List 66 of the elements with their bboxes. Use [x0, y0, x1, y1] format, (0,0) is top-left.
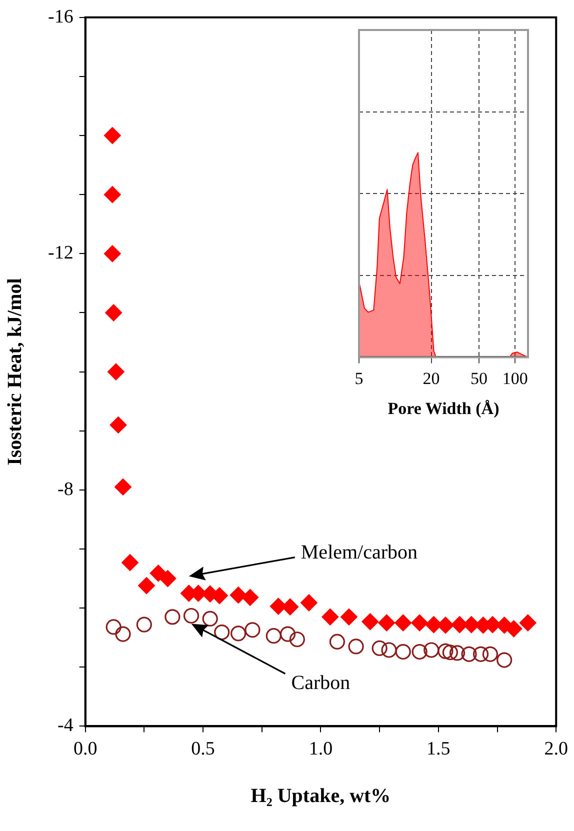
point: [115, 626, 131, 642]
point: [230, 626, 246, 642]
point: [300, 594, 318, 612]
point: [136, 616, 152, 632]
x-tick-label: 50: [470, 368, 488, 388]
point: [473, 646, 489, 662]
point: [395, 644, 411, 660]
point: [496, 652, 512, 668]
point: [482, 646, 498, 662]
point: [110, 416, 127, 434]
point: [372, 640, 388, 656]
point: [107, 363, 124, 380]
point: [394, 614, 412, 632]
x-tick-label: 1.0: [308, 738, 333, 760]
y-tick-label: -16: [48, 6, 74, 28]
x-tick-label: 100: [502, 368, 528, 388]
point: [438, 643, 454, 659]
point: [329, 634, 346, 650]
x-axis-title: H₂ Uptake, wt%: [250, 785, 391, 808]
point: [159, 570, 176, 588]
y-tick-label: -12: [48, 242, 74, 264]
series-label: Melem/carbon: [300, 542, 418, 564]
point: [202, 610, 218, 626]
x-axis-title: Pore Width (Å): [388, 399, 500, 418]
point: [104, 127, 121, 144]
point: [442, 644, 458, 660]
point: [282, 598, 299, 616]
point: [362, 613, 379, 630]
point: [378, 614, 396, 632]
point: [104, 245, 121, 262]
x-tick-label: 5: [354, 368, 364, 388]
point: [150, 564, 167, 582]
point: [461, 646, 477, 662]
x-tick-label: 0.0: [73, 738, 98, 760]
x-tick-label: 20: [422, 368, 440, 388]
point: [105, 304, 122, 322]
point: [340, 608, 358, 626]
point: [424, 642, 440, 658]
point: [381, 642, 397, 658]
y-tick-label: -4: [58, 715, 74, 736]
point: [266, 628, 282, 644]
point: [348, 638, 364, 654]
point: [412, 644, 428, 660]
point: [138, 577, 156, 594]
point: [106, 619, 122, 635]
point: [104, 186, 121, 204]
y-tick-label: -8: [58, 478, 74, 500]
point: [242, 588, 259, 606]
point: [122, 554, 139, 572]
point: [280, 626, 296, 642]
point: [164, 609, 180, 625]
point: [519, 614, 536, 632]
point: [214, 624, 230, 640]
point: [411, 614, 428, 632]
x-tick-label: 2.0: [544, 738, 568, 760]
point: [322, 608, 339, 626]
point: [449, 645, 466, 661]
point: [505, 620, 522, 638]
point: [114, 478, 132, 496]
point: [244, 622, 260, 638]
x-tick-label: 0.5: [191, 738, 215, 760]
series-label: Carbon: [291, 672, 350, 694]
point: [183, 608, 200, 624]
y-axis-title: Isosteric Heat, kJ/mol: [4, 278, 26, 466]
x-tick-label: 1.5: [426, 738, 450, 760]
point: [289, 632, 305, 648]
